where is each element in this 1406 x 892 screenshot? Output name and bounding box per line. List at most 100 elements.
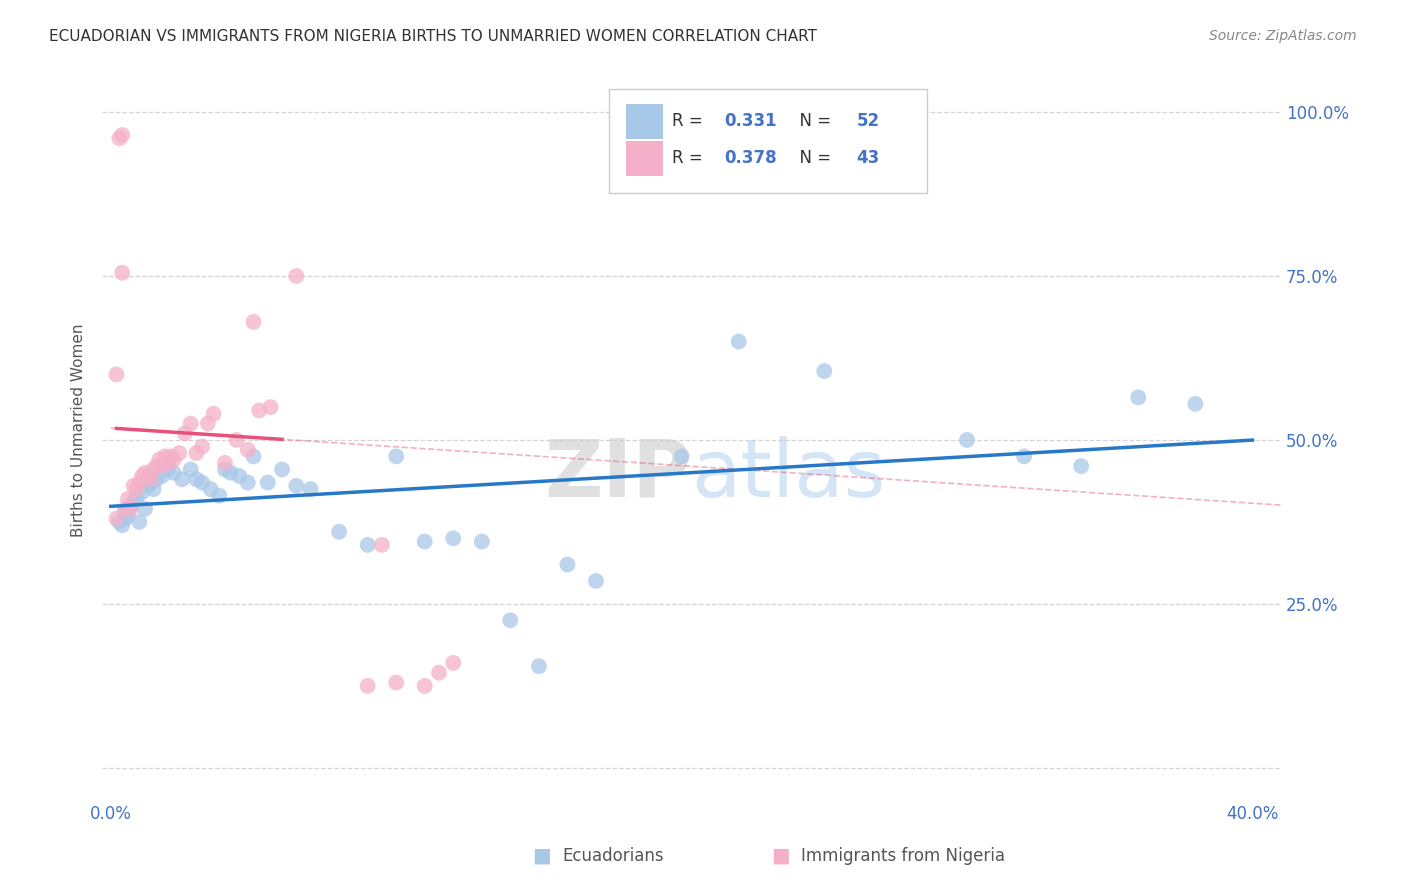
Point [427,665,450,680]
Point [299,482,322,496]
Point [356,679,378,693]
Point [180,417,202,431]
Point [499,613,522,627]
Y-axis label: Births to Unmarried Women: Births to Unmarried Women [72,324,86,537]
Point [371,538,394,552]
Point [125,482,148,496]
Point [271,462,294,476]
Text: atlas: atlas [692,435,886,514]
Point [122,495,145,509]
Point [136,479,159,493]
Point [145,472,167,486]
Text: ▪: ▪ [531,842,551,871]
Point [285,268,308,283]
Point [117,508,139,523]
Text: R =: R = [672,149,707,167]
Point [111,518,134,533]
Point [114,511,136,525]
Point [139,472,162,486]
Point [1184,397,1206,411]
Point [527,659,550,673]
Text: R =: R = [672,112,707,130]
Point [219,466,242,480]
Point [108,515,131,529]
Text: N =: N = [789,112,837,130]
Point [214,462,236,476]
Point [236,442,259,457]
Text: 52: 52 [856,112,880,130]
Point [197,417,219,431]
Text: Source: ZipAtlas.com: Source: ZipAtlas.com [1209,29,1357,43]
Point [191,475,214,490]
Point [1070,459,1092,474]
Point [727,334,749,349]
Point [557,558,579,572]
Point [256,475,278,490]
Point [114,505,136,519]
Point [111,266,134,280]
Point [162,452,184,467]
Point [225,433,247,447]
Point [169,446,191,460]
Point [105,511,128,525]
Point [111,128,134,142]
Point [200,482,222,496]
Point [413,679,436,693]
Point [242,315,264,329]
Point [117,491,139,506]
Point [105,368,128,382]
Point [471,534,494,549]
Point [413,534,436,549]
Point [671,450,693,464]
Text: 0.331: 0.331 [724,112,778,130]
FancyBboxPatch shape [626,141,664,176]
Point [1128,390,1150,404]
Point [136,469,159,483]
FancyBboxPatch shape [609,89,928,193]
Point [148,452,170,467]
FancyBboxPatch shape [626,103,664,138]
Point [1012,450,1035,464]
Point [128,515,150,529]
Point [131,469,153,483]
Point [162,466,184,480]
Point [441,531,464,545]
Point [108,131,131,145]
Point [128,475,150,490]
Point [142,462,165,476]
Text: N =: N = [789,149,837,167]
Point [156,462,179,476]
Point [120,499,142,513]
Point [202,407,225,421]
Text: Ecuadorians: Ecuadorians [562,847,664,865]
Text: ECUADORIAN VS IMMIGRANTS FROM NIGERIA BIRTHS TO UNMARRIED WOMEN CORRELATION CHAR: ECUADORIAN VS IMMIGRANTS FROM NIGERIA BI… [49,29,817,44]
Point [174,426,197,441]
Text: 0.378: 0.378 [724,149,778,167]
Point [120,501,142,516]
Point [441,656,464,670]
Point [208,489,231,503]
Point [114,501,136,516]
Point [125,491,148,506]
Point [145,459,167,474]
Point [285,479,308,493]
Point [813,364,835,378]
Point [139,475,162,490]
Point [259,400,281,414]
Point [228,469,250,483]
Point [385,450,408,464]
Point [131,485,153,500]
Point [191,440,214,454]
Point [186,446,208,460]
Point [134,466,156,480]
Point [134,501,156,516]
Point [236,475,259,490]
Point [214,456,236,470]
Point [180,462,202,476]
Point [142,482,165,496]
Text: 43: 43 [856,149,880,167]
Point [186,472,208,486]
Point [585,574,607,588]
Point [385,675,408,690]
Point [159,450,181,464]
